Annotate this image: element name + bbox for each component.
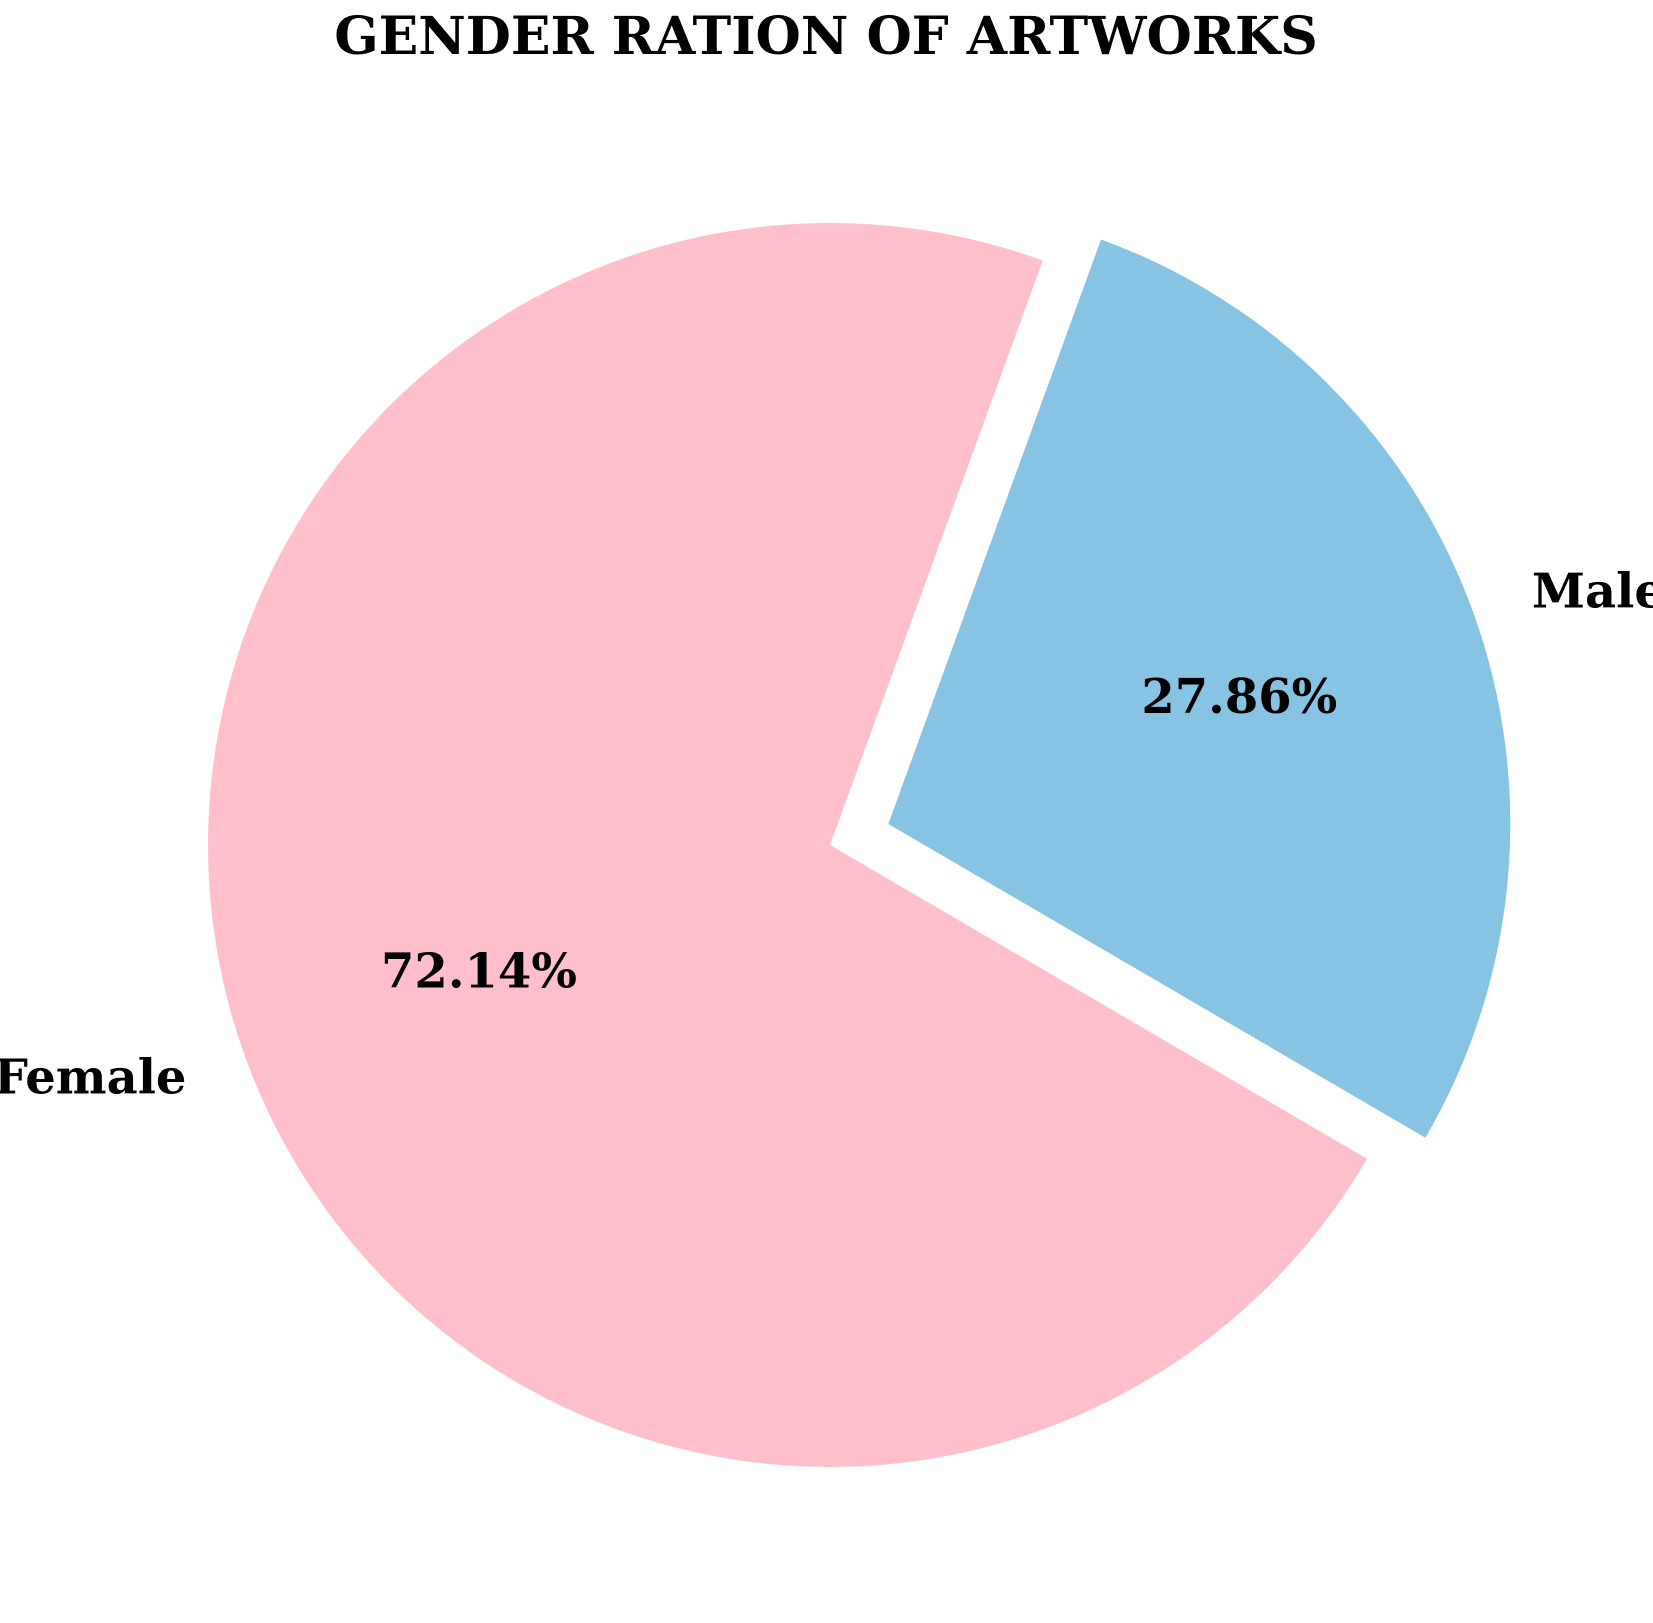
pie-slice-male — [888, 239, 1511, 1138]
pie-category-label-male: Male — [1532, 564, 1653, 620]
pie-labels: 72.14% Female 27.86% Male — [0, 564, 1653, 1106]
chart-title: GENDER RATION OF ARTWORKS — [334, 6, 1318, 67]
pie-category-label-female: Female — [0, 1049, 186, 1105]
pie-value-label-female: 72.14% — [381, 944, 577, 1000]
pie-slice-female — [208, 222, 1368, 1467]
pie-slices — [208, 222, 1511, 1467]
pie-value-label-male: 27.86% — [1141, 669, 1337, 725]
